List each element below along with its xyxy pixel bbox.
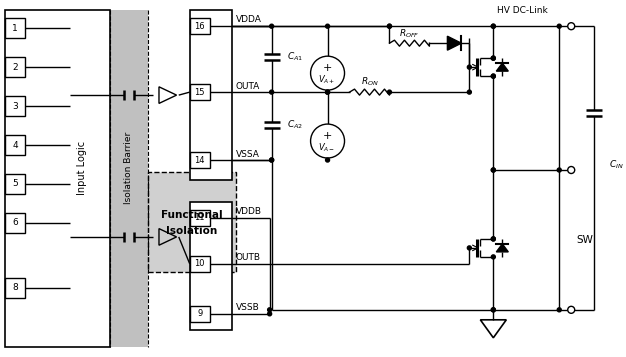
Text: $V_{A+}$: $V_{A+}$ bbox=[318, 74, 335, 86]
Circle shape bbox=[468, 65, 471, 69]
Text: 11: 11 bbox=[195, 213, 205, 222]
Circle shape bbox=[387, 24, 391, 28]
Text: VDDB: VDDB bbox=[235, 207, 262, 216]
Text: OUTA: OUTA bbox=[235, 82, 260, 91]
Circle shape bbox=[491, 74, 495, 78]
Text: 3: 3 bbox=[12, 102, 18, 111]
Circle shape bbox=[491, 24, 495, 28]
Circle shape bbox=[491, 168, 495, 172]
Circle shape bbox=[568, 166, 575, 174]
Bar bbox=[110, 10, 148, 347]
Text: 10: 10 bbox=[195, 260, 205, 268]
Bar bbox=[5, 10, 110, 347]
Circle shape bbox=[568, 306, 575, 313]
Circle shape bbox=[491, 56, 495, 60]
Circle shape bbox=[326, 158, 329, 162]
Circle shape bbox=[491, 74, 495, 78]
Circle shape bbox=[326, 24, 329, 28]
Bar bbox=[190, 84, 210, 100]
Bar bbox=[5, 96, 25, 116]
Bar bbox=[190, 152, 210, 168]
Circle shape bbox=[468, 246, 471, 250]
Circle shape bbox=[491, 255, 495, 259]
Circle shape bbox=[491, 237, 495, 241]
Text: VDDA: VDDA bbox=[235, 15, 262, 24]
Text: 15: 15 bbox=[195, 87, 205, 97]
Bar bbox=[5, 213, 25, 233]
Text: +: + bbox=[323, 131, 332, 141]
Text: 16: 16 bbox=[195, 22, 205, 31]
Text: 4: 4 bbox=[12, 141, 18, 150]
Bar bbox=[5, 18, 25, 38]
Bar bbox=[5, 57, 25, 77]
Text: VSSB: VSSB bbox=[235, 303, 259, 312]
Bar bbox=[190, 256, 210, 272]
Bar bbox=[148, 172, 235, 272]
Circle shape bbox=[270, 158, 274, 162]
Bar bbox=[5, 278, 25, 298]
Text: 5: 5 bbox=[12, 180, 18, 188]
Circle shape bbox=[326, 90, 329, 94]
Text: $C_{A1}$: $C_{A1}$ bbox=[287, 51, 303, 64]
Circle shape bbox=[310, 124, 344, 158]
Text: Isolation: Isolation bbox=[166, 226, 217, 236]
Circle shape bbox=[491, 308, 495, 312]
Circle shape bbox=[270, 24, 274, 28]
Polygon shape bbox=[496, 63, 508, 71]
Text: SW: SW bbox=[576, 235, 593, 245]
Circle shape bbox=[468, 90, 471, 94]
Bar bbox=[190, 10, 232, 180]
Bar bbox=[190, 210, 210, 226]
Circle shape bbox=[557, 308, 562, 312]
Text: 6: 6 bbox=[12, 218, 18, 227]
Circle shape bbox=[491, 24, 495, 28]
Text: 14: 14 bbox=[195, 156, 205, 165]
Circle shape bbox=[491, 56, 495, 60]
Text: 9: 9 bbox=[197, 309, 202, 318]
Text: Isolation Barrier: Isolation Barrier bbox=[125, 132, 133, 204]
Circle shape bbox=[491, 237, 495, 241]
Text: VSSA: VSSA bbox=[235, 150, 260, 159]
Text: $R_{ON}$: $R_{ON}$ bbox=[361, 76, 378, 89]
Circle shape bbox=[270, 158, 274, 162]
Text: Functional: Functional bbox=[161, 210, 223, 220]
Bar bbox=[190, 202, 232, 330]
Circle shape bbox=[270, 90, 274, 94]
Circle shape bbox=[491, 168, 495, 172]
Circle shape bbox=[310, 56, 344, 90]
Circle shape bbox=[268, 308, 272, 312]
Circle shape bbox=[268, 312, 272, 316]
Text: 1: 1 bbox=[12, 24, 18, 33]
Text: +: + bbox=[323, 63, 332, 73]
Text: $R_{OFF}$: $R_{OFF}$ bbox=[399, 28, 420, 40]
Circle shape bbox=[387, 24, 391, 28]
Circle shape bbox=[557, 168, 562, 172]
Text: Input Logic: Input Logic bbox=[77, 141, 87, 195]
Circle shape bbox=[387, 90, 391, 94]
Text: HV DC-Link: HV DC-Link bbox=[497, 6, 548, 15]
Circle shape bbox=[491, 308, 495, 312]
Circle shape bbox=[326, 90, 329, 94]
Bar bbox=[190, 306, 210, 322]
Polygon shape bbox=[496, 244, 508, 252]
Bar bbox=[5, 135, 25, 155]
Text: $C_{A2}$: $C_{A2}$ bbox=[287, 119, 302, 131]
Text: OUTB: OUTB bbox=[235, 253, 260, 262]
Text: 2: 2 bbox=[12, 62, 18, 72]
Bar bbox=[190, 18, 210, 34]
Text: 8: 8 bbox=[12, 283, 18, 292]
Text: $C_{IN}$: $C_{IN}$ bbox=[609, 159, 624, 171]
Text: $V_{A-}$: $V_{A-}$ bbox=[318, 142, 335, 154]
Bar bbox=[5, 174, 25, 194]
Circle shape bbox=[568, 23, 575, 30]
Circle shape bbox=[557, 24, 562, 28]
Polygon shape bbox=[448, 36, 461, 50]
